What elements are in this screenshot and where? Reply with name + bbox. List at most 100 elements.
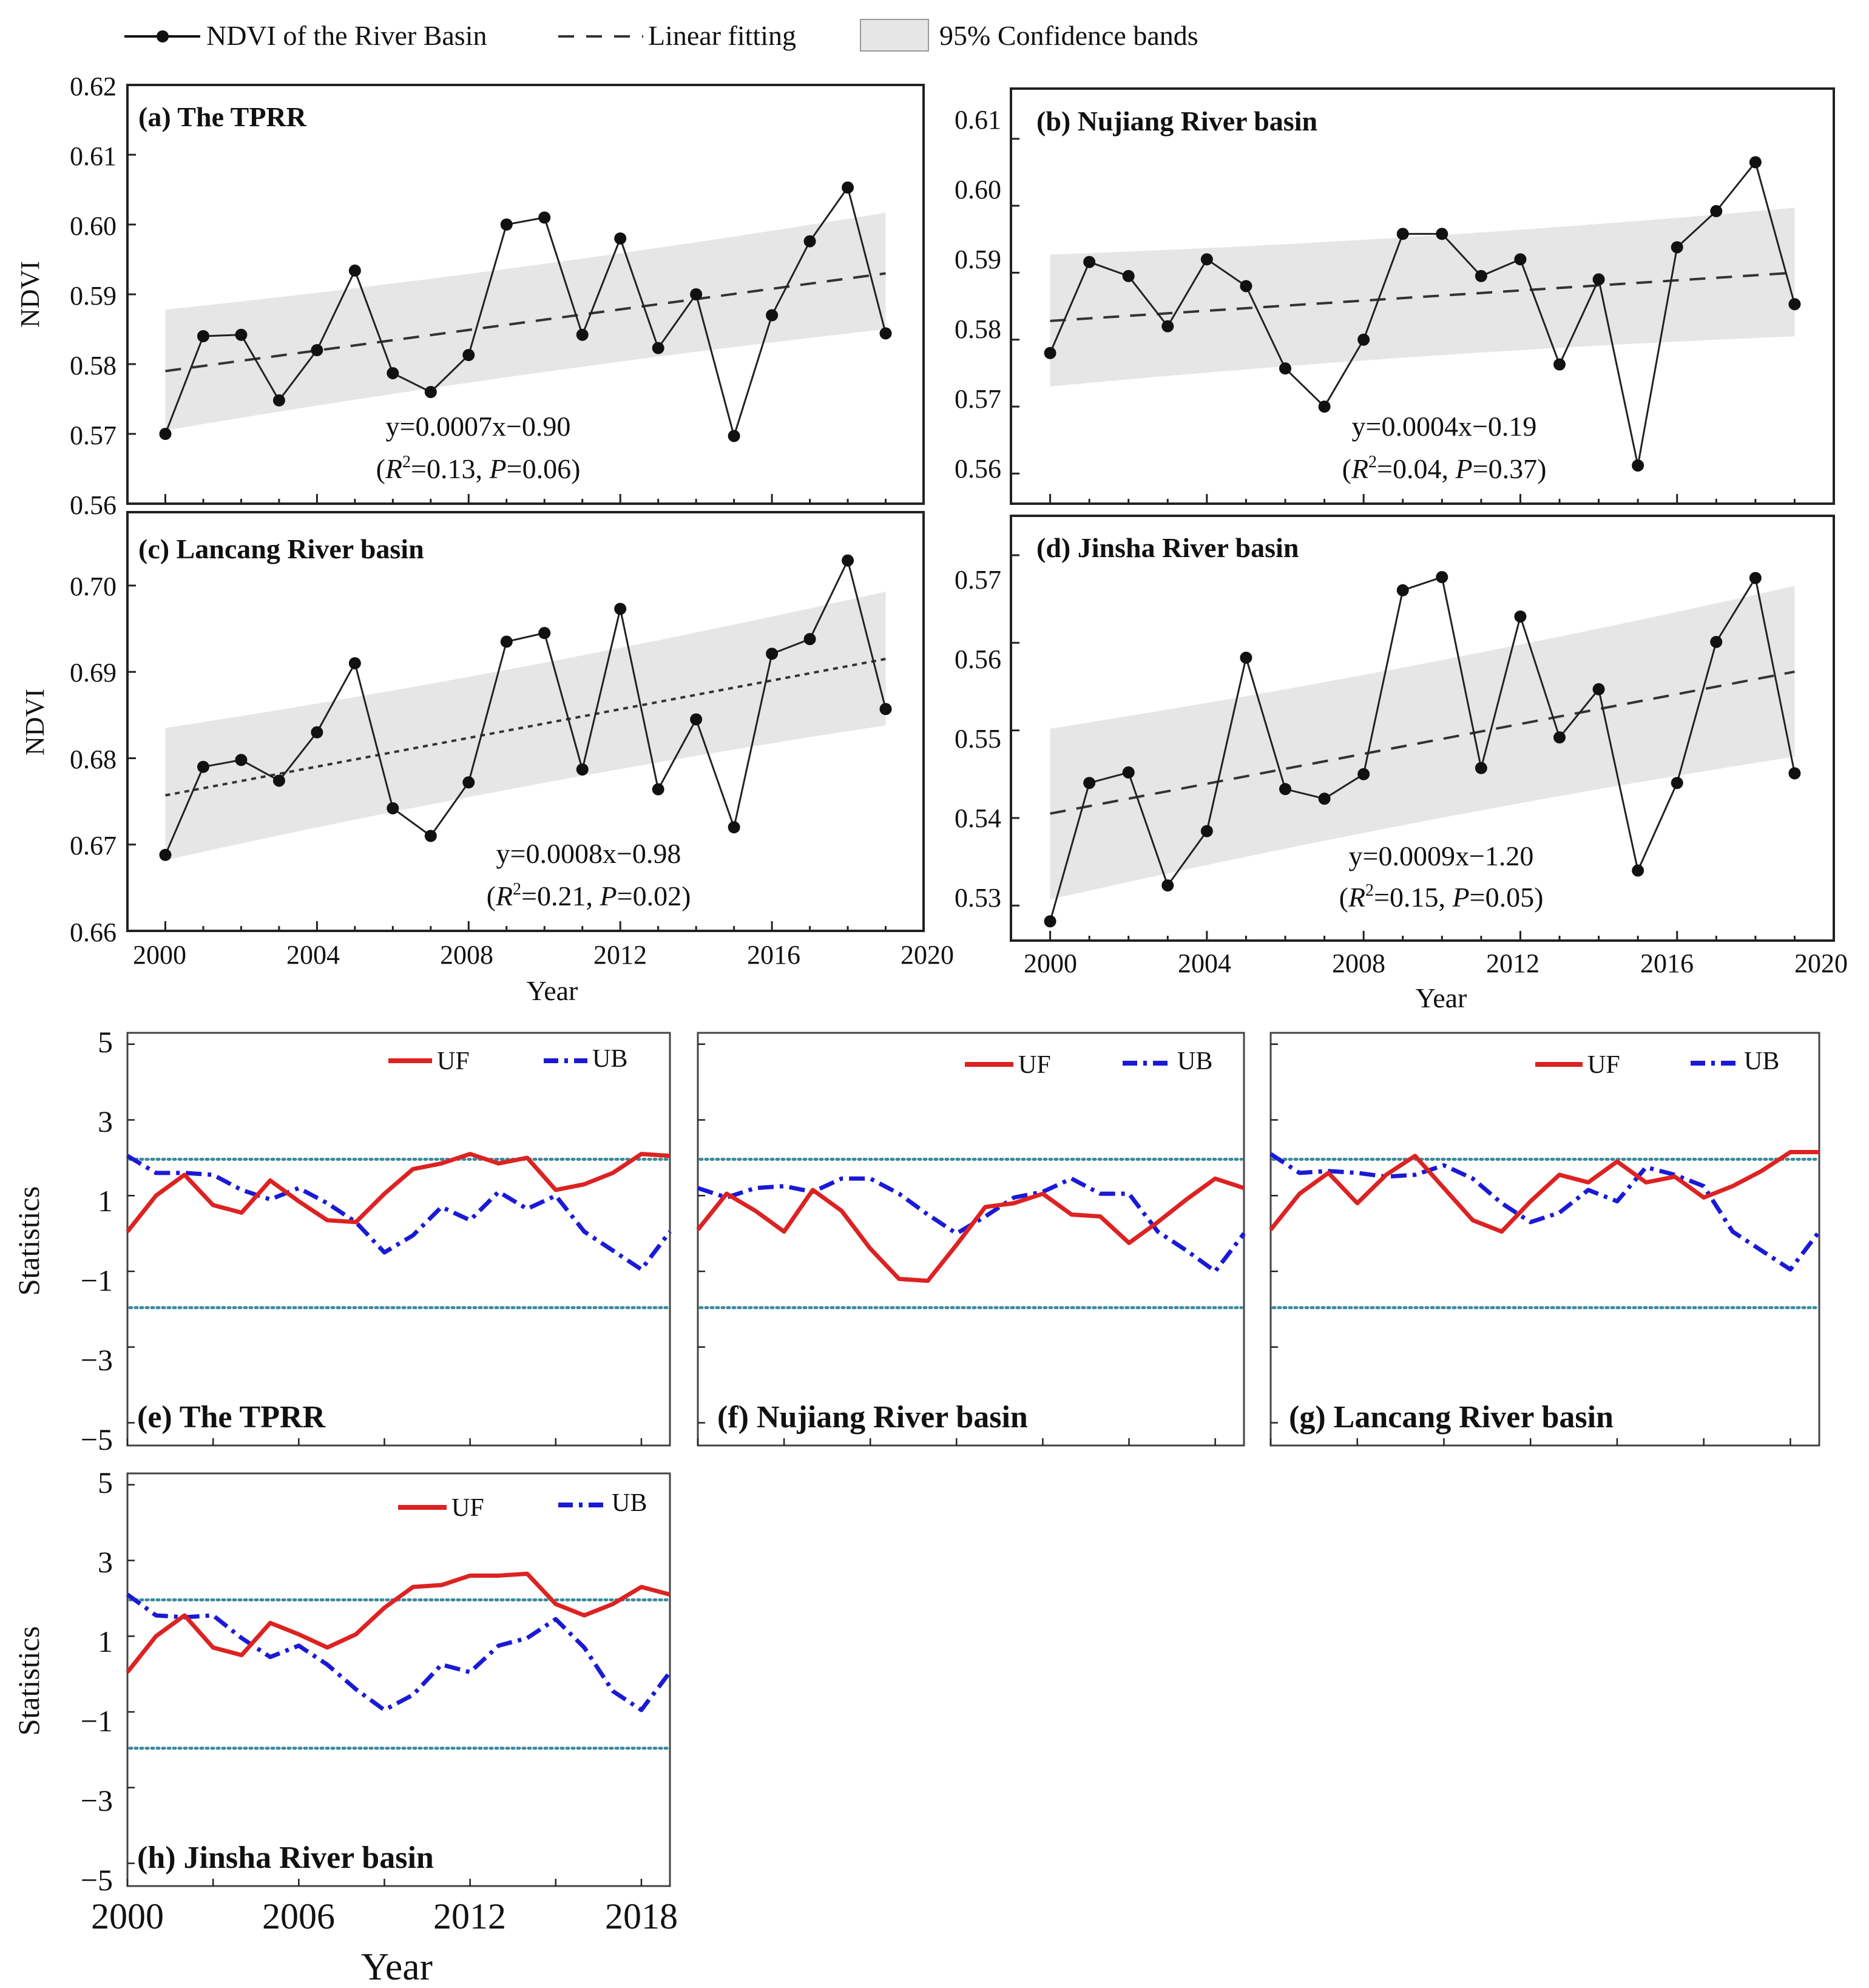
panel-b-ndvi-point — [1357, 333, 1370, 346]
panel-c-xlabel: Year — [527, 975, 578, 1006]
panel-b-ytick: 0.60 — [955, 175, 1001, 205]
panel-h-ytick: 5 — [98, 1466, 113, 1499]
panel-c-ytick: 0.67 — [70, 831, 117, 860]
panel-d-ndvi-point — [1436, 571, 1448, 584]
panel-b-ytick: 0.61 — [955, 105, 1001, 135]
panel-c-ytick-labels: 0.66 0.67 0.68 0.69 0.70 — [70, 572, 117, 947]
legend-ndvi-label: NDVI of the River Basin — [206, 20, 487, 51]
panel-c-ndvi-point — [766, 647, 779, 660]
panel-a-r2: 0.13 — [427, 453, 476, 484]
panel-a-ndvi-point — [159, 428, 172, 440]
panel-e-ylabel: Statistics — [12, 1186, 46, 1296]
panel-c-r2: 0.21 — [537, 881, 586, 911]
panel-d-stats: (R2=0.15, P=0.05) — [1339, 881, 1544, 913]
panel-g: UF UB (g) Lancang River basin — [1269, 1032, 1820, 1447]
panel-e-ytick: −1 — [81, 1263, 113, 1297]
panel-b-ndvi-point — [1122, 269, 1135, 282]
panel-e-legend-ub-label: UB — [592, 1045, 627, 1073]
panel-c-ytick: 0.68 — [70, 745, 117, 774]
panel-c-ndvi-point — [728, 821, 740, 834]
panel-c-ndvi-point — [235, 754, 248, 766]
panel-d-ndvi-point — [1357, 768, 1370, 780]
panel-c-xtick: 2008 — [440, 940, 493, 970]
panel-c-ndvi-line — [164, 558, 887, 856]
panel-a-ndvi-point — [652, 342, 664, 354]
panel-d-xtick: 2004 — [1178, 948, 1231, 978]
panel-b-ndvi-point — [1592, 273, 1605, 286]
panel-f-uf-line — [696, 1176, 1245, 1283]
panel-a-fit-line — [165, 272, 886, 373]
panel-c-stats: (R2=0.21, P=0.02) — [487, 880, 691, 911]
panel-h-frame — [126, 1472, 671, 1887]
panel-b-ndvi-point — [1553, 358, 1566, 371]
panel-d: (d) Jinsha River basin 0.53 0.54 0.55 0.… — [955, 515, 1848, 1013]
panel-c-ndvi-point — [652, 783, 664, 796]
panel-a-ndvi-point — [311, 344, 323, 356]
panel-f-frame — [697, 1032, 1245, 1447]
panel-f-title: (f) Nujiang River basin — [717, 1400, 1028, 1435]
panel-f-legend-ub-label: UB — [1177, 1047, 1212, 1075]
panel-c-ndvi-point — [272, 774, 285, 787]
panel-c-ndvi-point — [614, 603, 627, 615]
panel-h-xtick: 2000 — [91, 1896, 164, 1936]
panel-h-ytick: 3 — [98, 1545, 113, 1579]
panel-e-ytick: 3 — [98, 1104, 113, 1138]
panel-b-equation: y=0.0004x−0.19 — [1352, 411, 1537, 442]
panel-b-frame — [1010, 87, 1835, 505]
panel-d-ndvi-point — [1161, 879, 1174, 892]
panel-h-xtick: 2012 — [433, 1896, 506, 1936]
panel-e-ub-line — [126, 1154, 672, 1272]
panel-h-xlabel: Year — [361, 1945, 433, 1988]
panel-d-ndvi-point — [1318, 793, 1331, 805]
panel-f: UF UB (f) Nujiang River basin — [697, 1032, 1245, 1447]
panel-e-ytick: 5 — [98, 1025, 113, 1059]
panel-b-ndvi-point — [1671, 241, 1683, 254]
panel-f-marks — [696, 1043, 1246, 1445]
panel-g-legend-uf-label: UF — [1587, 1051, 1620, 1079]
legend-band-label: 95% Confidence bands — [939, 20, 1198, 51]
panel-b-p: 0.37 — [1489, 453, 1538, 484]
panel-d-ndvi-line — [1049, 575, 1796, 922]
panel-a-ndvi-point — [728, 430, 740, 442]
panel-d-ndvi-point — [1044, 915, 1056, 928]
panel-e-legend-uf-label: UF — [437, 1047, 470, 1075]
panel-e: 5 3 1 −1 −3 −5 Statistics UF UB (e) The … — [12, 1025, 671, 1456]
panel-d-ndvi-point — [1200, 825, 1213, 837]
panel-c-ytick: 0.70 — [70, 572, 117, 601]
panel-b-ytick: 0.56 — [955, 454, 1001, 484]
panel-a-ndvi-point — [272, 394, 285, 407]
panel-d-ytick: 0.56 — [955, 644, 1001, 674]
panel-a-ytick: 0.56 — [70, 490, 117, 520]
panel-c: (c) Lancang River basin 0.66 0.67 0.68 0… — [20, 511, 954, 1006]
panel-h-ytick: −5 — [81, 1863, 113, 1897]
panel-c-xtick: 2012 — [593, 940, 647, 970]
panel-a-ylabel: NDVI — [15, 261, 45, 328]
panel-b-ndvi-point — [1161, 320, 1174, 333]
panel-d-xtick: 2016 — [1640, 948, 1694, 978]
panel-c-ndvi-point — [538, 627, 551, 640]
panel-a-stats: (R2=0.13, P=0.06) — [376, 453, 581, 484]
panel-g-title: (g) Lancang River basin — [1289, 1400, 1614, 1435]
panel-a-ndvi-point — [348, 264, 361, 277]
panel-e-marks — [126, 1043, 672, 1445]
panel-c-marks — [127, 554, 925, 932]
top-legend: NDVI of the River Basin Linear fitting 9… — [124, 19, 1198, 52]
panel-a-ytick: 0.57 — [70, 421, 117, 450]
panel-g-ub-line — [1269, 1152, 1821, 1272]
panel-c-frame — [126, 511, 925, 932]
panel-e-ytick: 1 — [98, 1184, 113, 1218]
panel-c-ndvi-point — [803, 633, 816, 646]
panel-e-uf-line — [126, 1152, 671, 1233]
panel-d-ndvi-point — [1240, 651, 1252, 664]
panel-h-xtick: 2018 — [605, 1896, 678, 1936]
panel-d-p: 0.05 — [1485, 882, 1535, 913]
panel-a-ndvi-point — [387, 367, 399, 379]
panel-b-ndvi-point — [1475, 269, 1487, 282]
panel-b-ytick: 0.58 — [955, 314, 1001, 344]
panel-c-xtick: 2016 — [747, 940, 800, 970]
panel-g-marks — [1269, 1043, 1821, 1445]
panel-b-r2: 0.04 — [1393, 453, 1442, 484]
panel-h-legend-uf-label: UF — [451, 1494, 484, 1522]
panel-b-ndvi-point — [1788, 298, 1801, 311]
panel-h-ytick: −3 — [81, 1783, 113, 1817]
